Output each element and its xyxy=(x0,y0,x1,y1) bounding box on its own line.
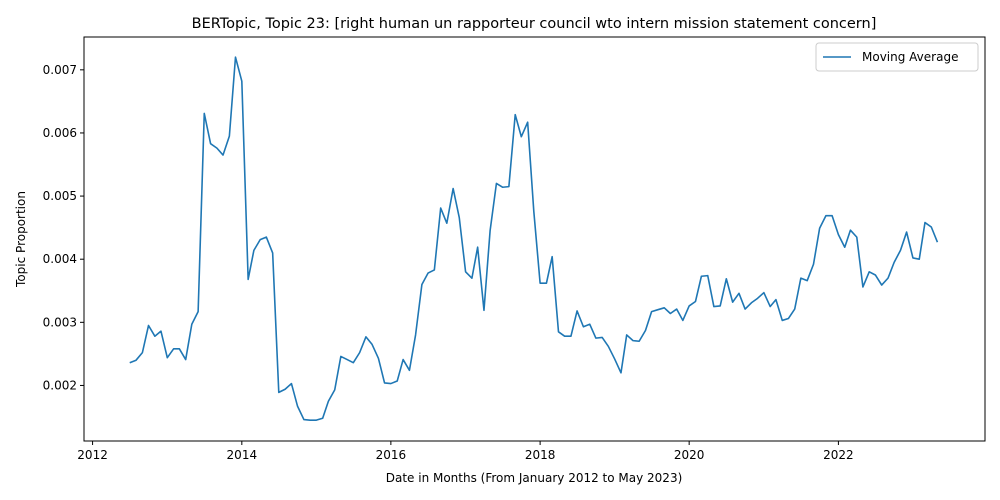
x-tick-label: 2016 xyxy=(376,448,407,462)
plot-frame xyxy=(83,36,986,442)
x-tick-label: 2022 xyxy=(823,448,854,462)
y-tick-label: 0.005 xyxy=(43,189,77,203)
legend: Moving Average xyxy=(815,42,979,72)
y-tick-label: 0.007 xyxy=(43,63,77,77)
y-tick-label: 0.004 xyxy=(43,252,77,266)
y-axis: 0.002 0.003 0.004 0.005 0.006 0.007 xyxy=(43,63,84,392)
x-axis: 2012 2014 2016 2018 2020 2022 xyxy=(77,441,854,462)
y-tick-label: 0.006 xyxy=(43,126,77,140)
y-tick-label: 0.002 xyxy=(43,378,77,392)
chart-title: BERTopic, Topic 23: [right human un rapp… xyxy=(192,16,877,32)
y-tick-label: 0.003 xyxy=(43,315,77,329)
x-tick-label: 2014 xyxy=(227,448,258,462)
x-axis-label: Date in Months (From January 2012 to May… xyxy=(386,471,683,485)
legend-box xyxy=(815,42,979,72)
x-tick-label: 2018 xyxy=(525,448,556,462)
y-axis-label: Topic Proportion xyxy=(14,191,28,288)
legend-label: Moving Average xyxy=(862,50,958,64)
x-tick-label: 2020 xyxy=(674,448,705,462)
series-line-moving-average xyxy=(129,56,939,421)
x-tick-label: 2012 xyxy=(77,448,108,462)
